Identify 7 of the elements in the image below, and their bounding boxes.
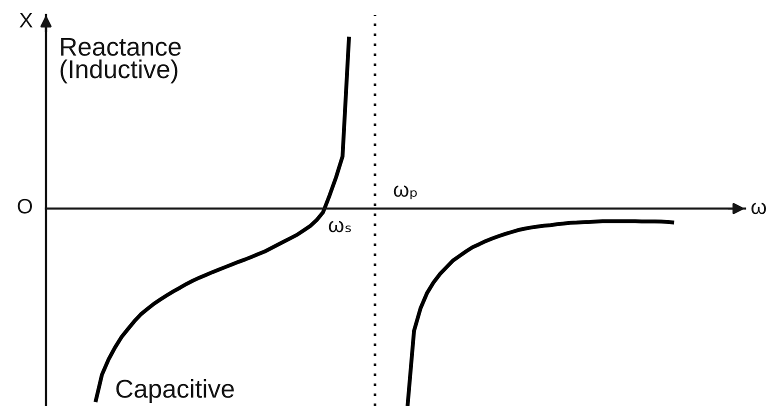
annotation: ωₚ xyxy=(394,185,417,200)
text: X xyxy=(20,13,33,28)
annotation: Reactance (Inductive) xyxy=(60,38,181,84)
x-axis-title: ω xyxy=(751,202,766,214)
annotation: ωₛ xyxy=(328,220,351,232)
annotation: Capacitive xyxy=(116,379,234,403)
text: O xyxy=(18,198,32,214)
